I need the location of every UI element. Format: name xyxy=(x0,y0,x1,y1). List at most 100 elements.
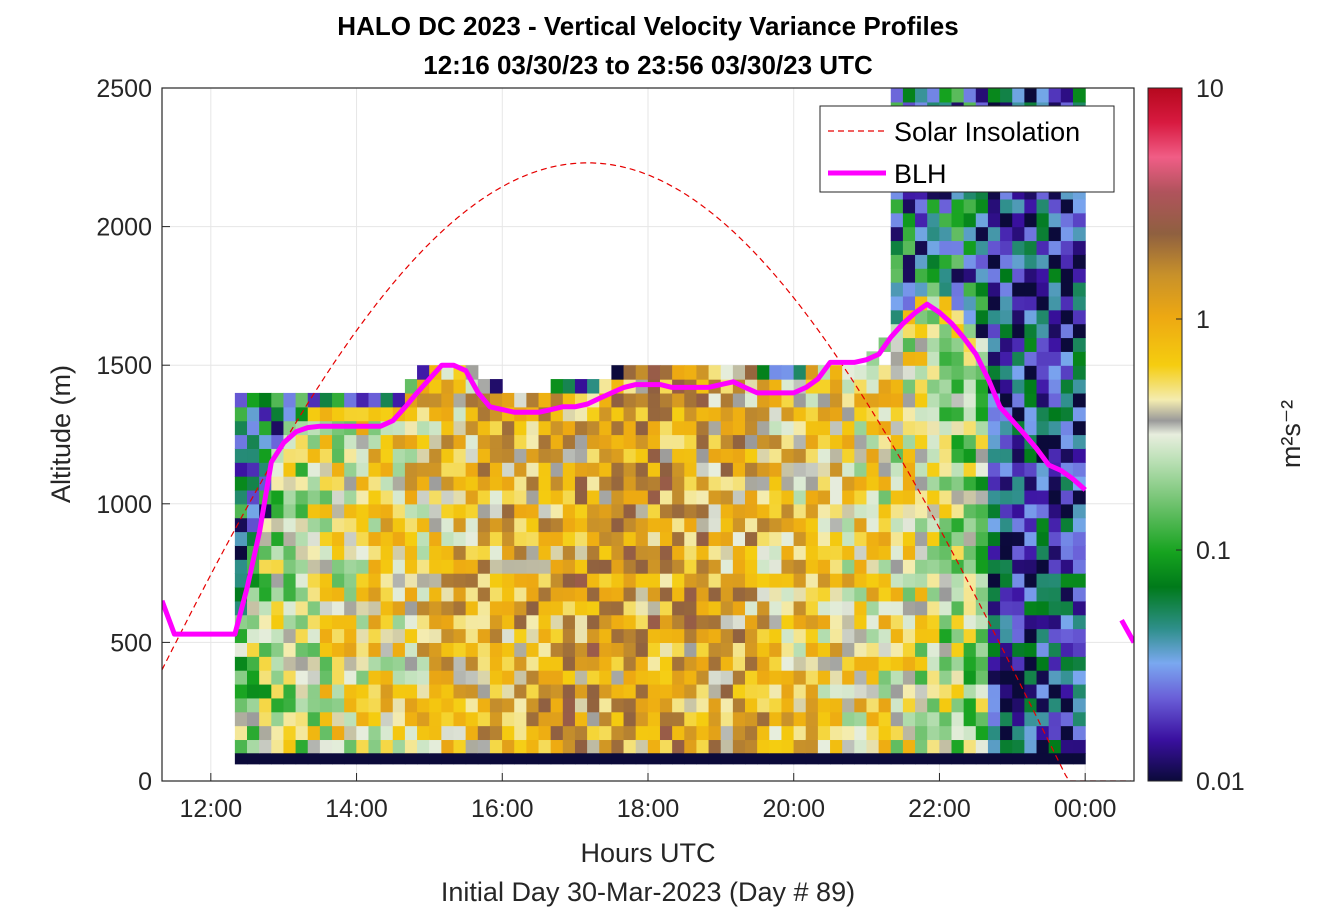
heat-cell xyxy=(817,725,831,741)
heat-cell xyxy=(1036,295,1050,311)
heat-cell xyxy=(283,683,297,699)
heat-cell xyxy=(878,448,892,463)
heat-cell xyxy=(247,628,260,643)
heat-cell xyxy=(842,379,855,394)
heat-cell xyxy=(404,725,418,741)
heat-cell xyxy=(380,392,394,408)
heat-cell xyxy=(842,420,855,436)
heat-cell xyxy=(854,531,868,546)
heat-cell xyxy=(1048,337,1062,352)
heat-cell xyxy=(429,670,442,685)
heat-cell xyxy=(781,725,795,741)
heat-cell xyxy=(502,434,515,449)
heat-cell xyxy=(696,517,710,533)
heat-cell xyxy=(344,545,357,560)
heat-cell xyxy=(696,489,710,505)
heat-cell xyxy=(599,670,613,685)
heat-cell xyxy=(647,420,661,436)
heat-cell-floor xyxy=(599,753,613,765)
heat-cell xyxy=(356,392,370,408)
heat-cell xyxy=(745,462,758,477)
heat-cell xyxy=(793,656,807,671)
heat-cell xyxy=(344,434,357,449)
heat-cell xyxy=(963,323,977,339)
heat-cell xyxy=(635,586,649,602)
heat-cell xyxy=(574,517,588,533)
heat-cell xyxy=(659,517,673,533)
heat-cell xyxy=(647,392,661,408)
heat-cell xyxy=(380,656,394,671)
heat-cell xyxy=(1024,462,1038,477)
heat-cell xyxy=(878,739,892,754)
heat-cell-floor xyxy=(975,753,989,765)
colorbar-gradient xyxy=(1148,88,1182,781)
heat-cell xyxy=(295,697,309,713)
heat-cell xyxy=(647,614,661,630)
heat-cell xyxy=(781,683,795,699)
heat-cell xyxy=(404,517,418,533)
heat-cell xyxy=(538,656,552,671)
heat-cell xyxy=(951,309,965,325)
heat-cell xyxy=(562,406,576,422)
heat-cell xyxy=(830,670,843,685)
heat-cell xyxy=(1060,531,1074,546)
heat-cell xyxy=(271,739,285,754)
heat-cell xyxy=(987,337,1001,352)
heat-cell-floor xyxy=(720,753,734,765)
heat-cell xyxy=(514,586,527,602)
heat-cell xyxy=(1012,226,1025,242)
heat-cell xyxy=(745,739,758,754)
heat-cell xyxy=(793,697,807,713)
heat-cell xyxy=(247,697,260,713)
heat-cell xyxy=(562,586,576,602)
heat-cell xyxy=(1000,628,1013,643)
heat-cell xyxy=(696,739,710,754)
heat-cell xyxy=(1060,586,1074,602)
heat-cell-floor xyxy=(1024,753,1038,765)
heat-cell xyxy=(380,434,394,449)
heat-cell xyxy=(684,448,698,463)
heat-cell xyxy=(526,642,540,657)
heat-cell xyxy=(659,489,673,505)
heat-cell xyxy=(866,406,880,422)
heat-cell xyxy=(866,365,880,380)
heat-cell xyxy=(623,448,637,463)
heat-cell xyxy=(1012,545,1025,560)
heat-cell xyxy=(404,448,418,463)
heat-cell xyxy=(599,711,613,727)
heat-cell xyxy=(635,711,649,727)
heat-cell xyxy=(550,392,564,408)
heat-cell xyxy=(805,600,819,616)
heat-cell xyxy=(344,406,357,422)
heat-cell xyxy=(319,489,333,505)
heat-cell xyxy=(866,420,880,436)
heat-cell xyxy=(951,268,965,283)
heat-cell-floor xyxy=(259,753,272,765)
heat-cell xyxy=(574,573,588,588)
heat-cell xyxy=(611,531,625,546)
heat-cell xyxy=(915,559,928,574)
heat-cell xyxy=(781,545,795,560)
heat-cell-floor xyxy=(854,753,868,765)
heat-cell xyxy=(975,614,989,630)
heat-cell xyxy=(781,642,795,657)
heat-cell xyxy=(368,462,382,477)
heat-cell xyxy=(902,600,916,616)
heat-cell xyxy=(514,517,527,533)
heat-cell xyxy=(1060,448,1074,463)
heat-cell xyxy=(963,212,977,228)
heat-cell xyxy=(368,697,382,713)
heat-cell xyxy=(489,448,503,463)
heat-cell xyxy=(562,614,576,630)
heat-cell xyxy=(696,434,710,449)
heat-cell xyxy=(356,711,370,727)
heat-cell xyxy=(247,392,260,408)
heat-cell xyxy=(830,392,843,408)
heat-cell xyxy=(1048,614,1062,630)
heat-cell xyxy=(696,725,710,741)
heat-cell xyxy=(404,434,418,449)
heat-cell xyxy=(283,711,297,727)
heat-cell xyxy=(878,476,892,491)
heat-cell xyxy=(404,476,418,491)
heat-cell xyxy=(635,656,649,671)
